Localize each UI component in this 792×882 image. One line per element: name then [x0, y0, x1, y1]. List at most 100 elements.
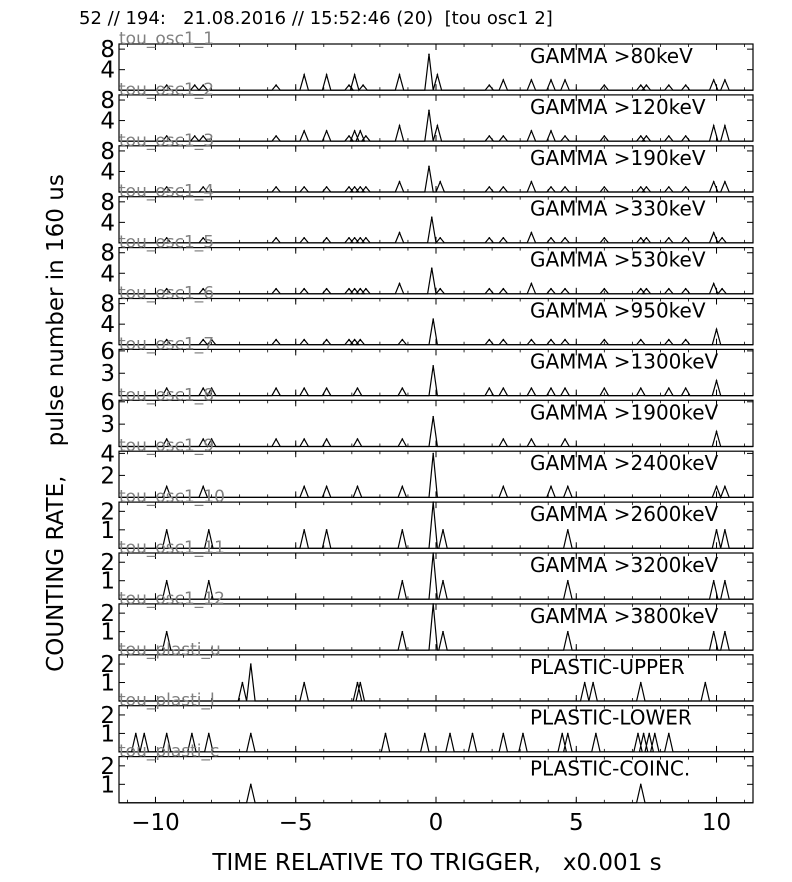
event-peak [202, 236, 204, 239]
event-peak [165, 529, 168, 531]
event-peak [645, 287, 648, 290]
event-peak [398, 231, 401, 234]
event-peak [639, 387, 642, 389]
event-peak [303, 236, 305, 239]
panel-title: GAMMA >2600keV [530, 502, 719, 526]
event-peak [648, 732, 651, 735]
event-peak [471, 732, 474, 735]
event-peak [359, 681, 362, 684]
event-peak [428, 109, 430, 112]
event-peak [668, 387, 670, 389]
x-tick-label: 0 [429, 810, 444, 836]
event-peak [428, 165, 430, 168]
event-peak [165, 135, 168, 137]
y-tick-label: 2 [100, 601, 115, 627]
event-peak [275, 387, 277, 389]
event-peak [603, 135, 606, 137]
panel-title: GAMMA >80keV [530, 44, 693, 68]
event-peak [384, 732, 387, 735]
event-peak [684, 287, 687, 290]
event-peak [356, 387, 359, 389]
event-peak [668, 84, 670, 86]
event-peak [684, 387, 687, 389]
event-peak [275, 236, 277, 239]
event-peak [432, 603, 434, 605]
event-peak [488, 287, 491, 290]
series-line [119, 453, 753, 500]
y-tick-label: 4 [100, 312, 115, 338]
event-peak [325, 236, 328, 239]
event-peak [564, 236, 566, 239]
event-peak [325, 338, 328, 341]
channel-label: tou_plasti_u [119, 640, 221, 660]
event-peak [502, 438, 505, 440]
y-tick-label: 1 [100, 772, 115, 798]
event-peak [564, 79, 566, 81]
event-peak [432, 452, 434, 455]
event-peak [202, 186, 204, 188]
event-peak [488, 338, 491, 341]
event-peak [442, 630, 444, 633]
event-peak [603, 236, 606, 239]
event-peak [639, 135, 642, 137]
event-peak [275, 287, 277, 290]
event-peak [353, 74, 356, 76]
event-peak [365, 135, 367, 137]
event-peak [530, 79, 533, 81]
event-peak [530, 282, 533, 285]
series-line [119, 552, 753, 600]
event-peak [712, 630, 715, 633]
event-peak [202, 135, 204, 137]
y-tick-label: 2 [100, 652, 115, 678]
y-tick-label: 2 [100, 703, 115, 729]
event-peak [436, 74, 439, 76]
event-peak [401, 485, 404, 488]
event-peak [715, 430, 718, 433]
event-peak [550, 338, 552, 341]
event-peak [241, 681, 244, 684]
event-peak [639, 681, 642, 684]
event-peak [356, 681, 359, 684]
event-peak [348, 236, 350, 239]
event-peak [502, 287, 505, 290]
event-peak [303, 387, 305, 389]
event-peak [530, 338, 533, 341]
y-tick-label: 2 [100, 499, 115, 525]
event-peak [550, 287, 552, 290]
event-peak [436, 124, 439, 127]
channel-label: tou_osc1_2 [119, 80, 214, 100]
event-peak [303, 287, 305, 290]
event-peak [439, 236, 442, 239]
event-peak [502, 732, 505, 735]
y-tick-label: 6 [100, 339, 115, 365]
y-tick-label: 4 [100, 58, 115, 84]
event-peak [715, 328, 718, 331]
series-line [119, 268, 753, 296]
y-tick-label: 1 [100, 620, 115, 646]
series-line [119, 217, 753, 245]
event-peak [645, 186, 648, 188]
event-peak [583, 681, 586, 684]
event-peak [668, 732, 670, 735]
y-tick-label: 1 [100, 518, 115, 544]
event-peak [715, 529, 718, 531]
event-peak [712, 231, 715, 234]
y-tick-label: 4 [100, 210, 115, 236]
event-peak [442, 579, 444, 582]
x-tick-label: 10 [702, 810, 731, 836]
x-tick-label: −10 [131, 810, 180, 836]
event-peak [202, 485, 204, 488]
event-peak [488, 84, 491, 86]
series-line [119, 318, 753, 346]
event-peak [488, 387, 491, 389]
event-peak [325, 485, 328, 488]
y-tick-label: 4 [100, 109, 115, 135]
event-peak [359, 186, 362, 188]
event-peak [325, 287, 328, 290]
event-peak [359, 130, 362, 132]
event-peak [165, 84, 168, 86]
event-peak [561, 732, 564, 735]
event-peak [207, 732, 210, 735]
event-peak [668, 186, 670, 188]
panel-title: GAMMA >3200keV [530, 553, 719, 577]
